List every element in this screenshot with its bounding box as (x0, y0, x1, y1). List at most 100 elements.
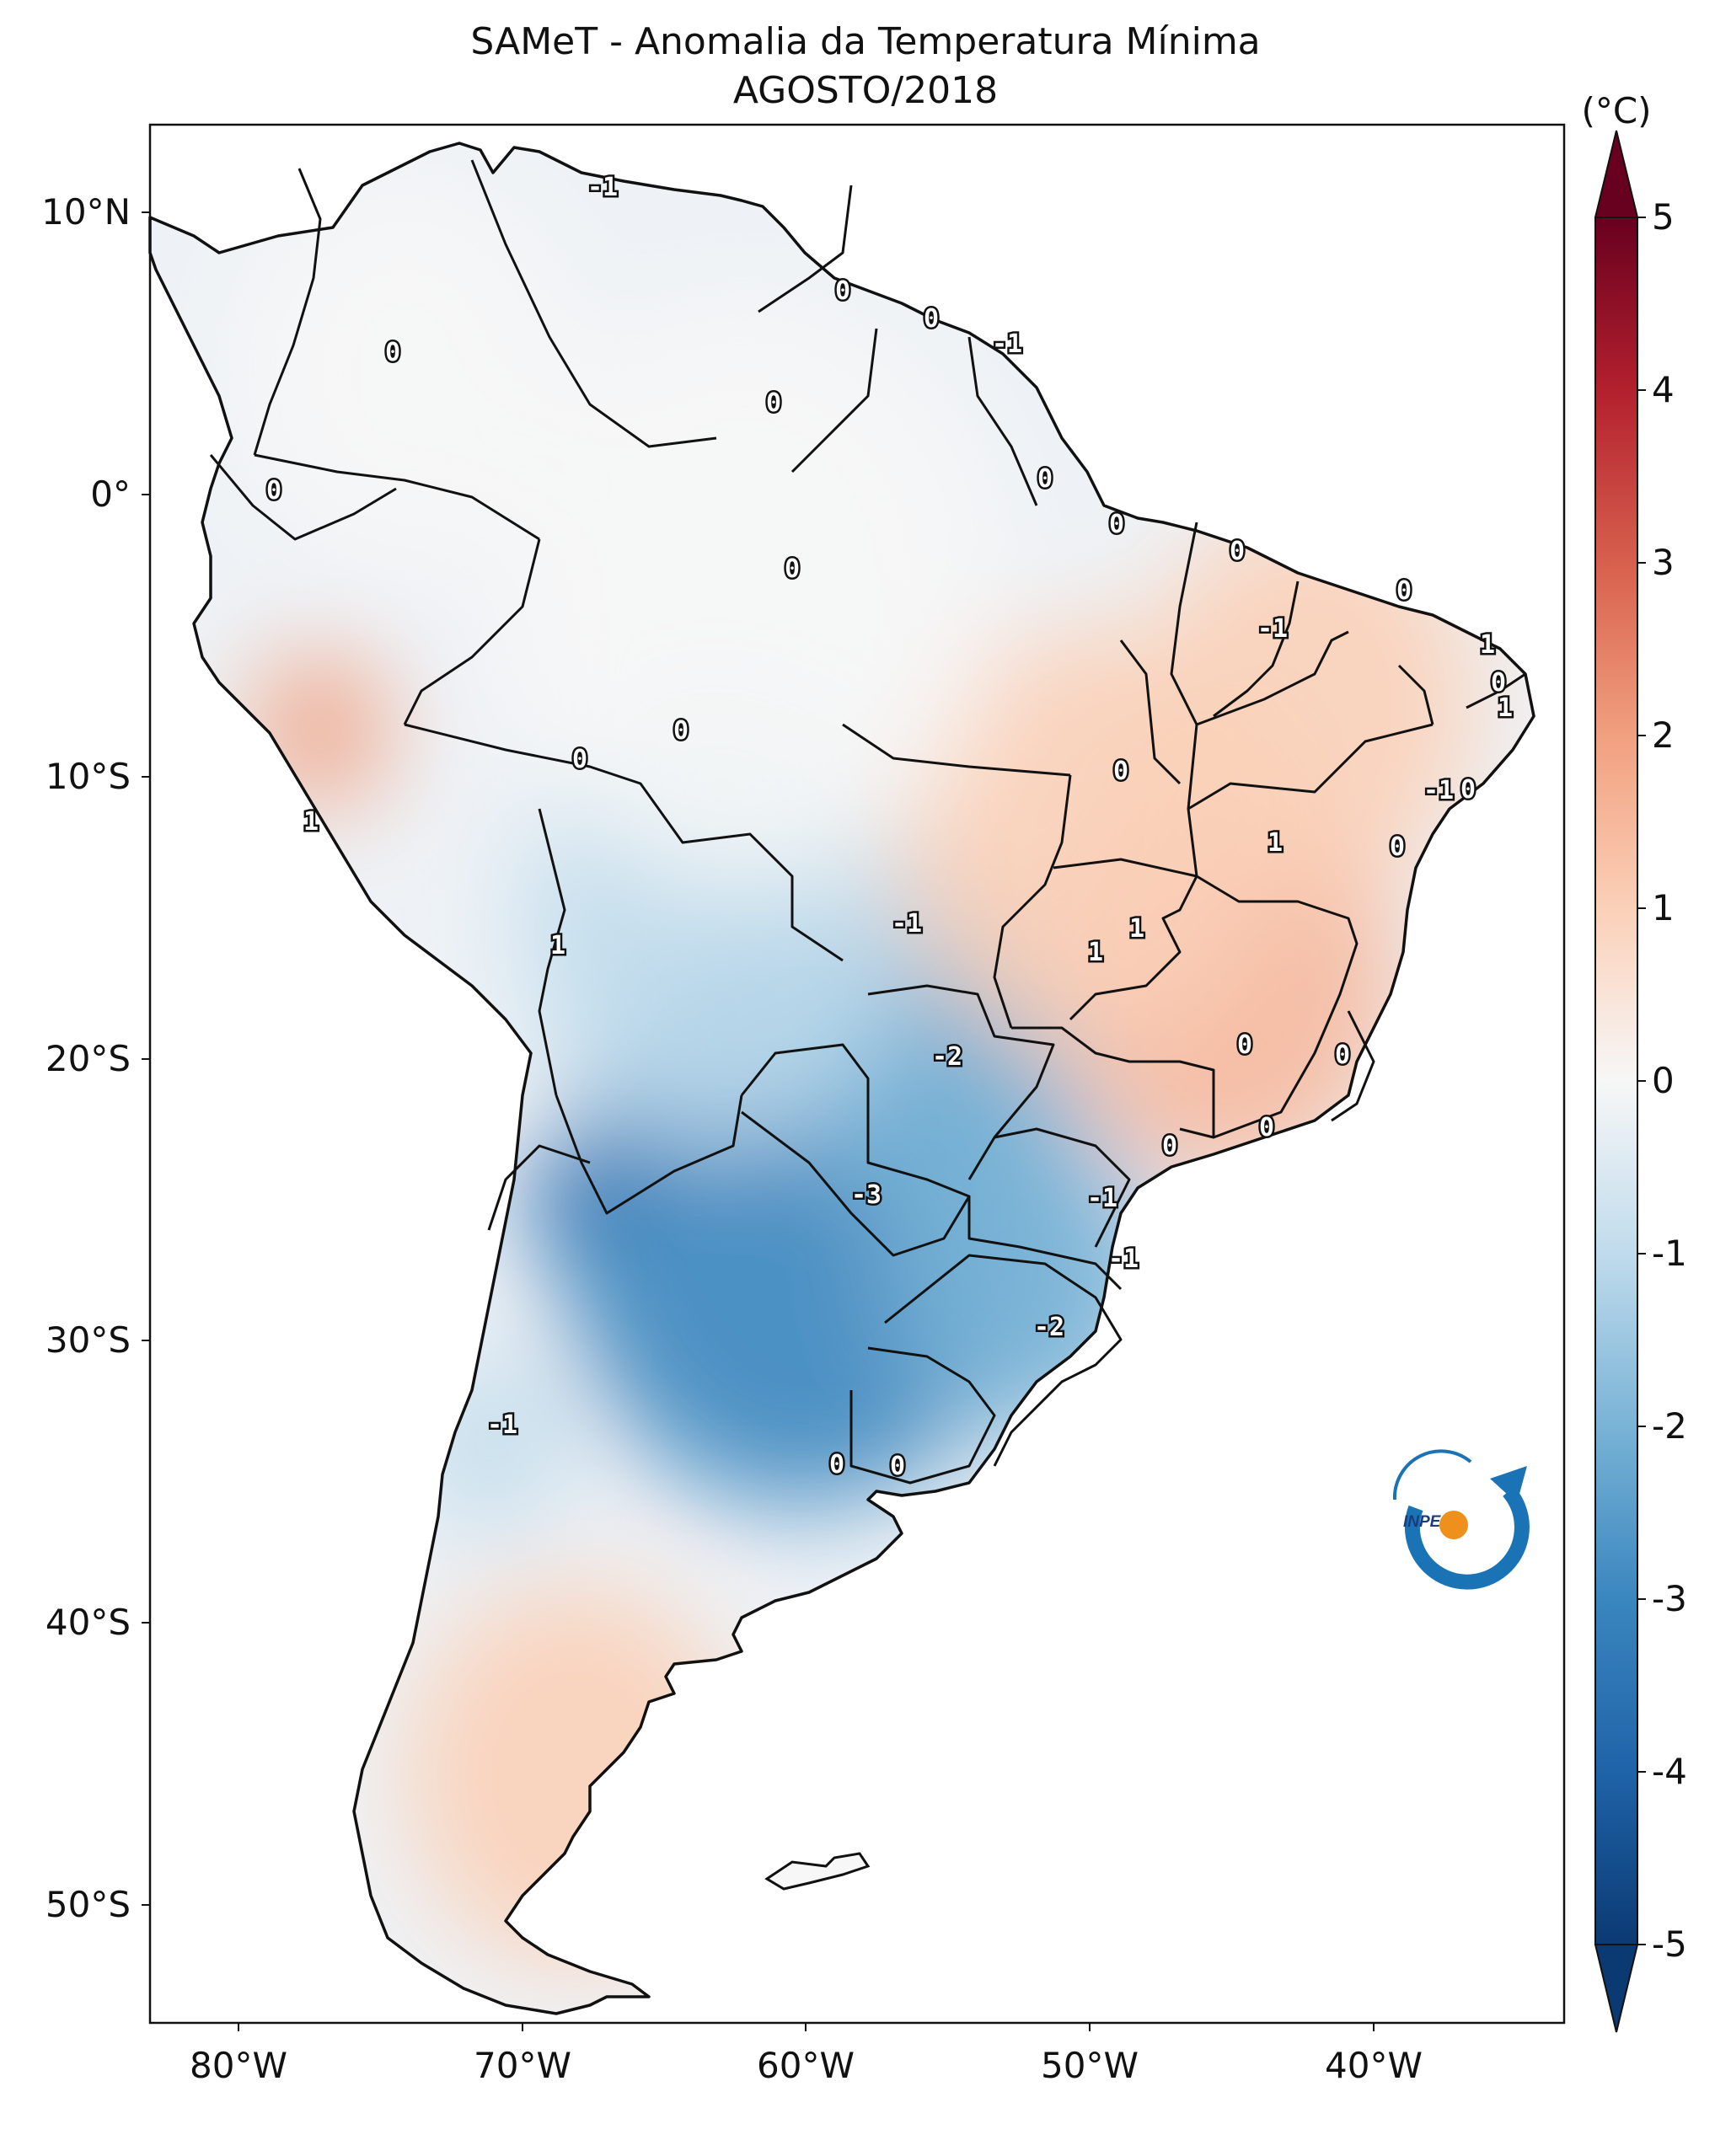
lat-label: 40°S (46, 1602, 131, 1643)
lon-label: 40°W (1325, 2045, 1423, 2086)
border-bolivia-brazil (404, 723, 844, 962)
contour-label: 0 (766, 388, 781, 418)
latitude-axis: 10°N 0° 10°S 20°S 30°S 40°S 50°S (41, 191, 150, 1925)
contour-label: 1 (1129, 914, 1144, 944)
contour-label: 1 (1498, 693, 1513, 723)
colorbar-tick-label: -4 (1652, 1751, 1687, 1792)
contour-label: 0 (835, 276, 850, 306)
contour-label: 0 (1037, 464, 1053, 494)
colorbar-tick-label: -2 (1652, 1405, 1687, 1447)
contour-label: 1 (1088, 938, 1103, 967)
longitude-axis: 80°W 70°W 60°W 50°W 40°W (190, 2023, 1423, 2086)
country-borders (209, 159, 1526, 1485)
colorbar-tick-label: -1 (1652, 1233, 1687, 1274)
colorbar-tick-label: -5 (1652, 1923, 1687, 1965)
border-venezuela-brazil (470, 159, 717, 448)
border-state-3 (1170, 522, 1198, 877)
border-rio-grande-do-sul (884, 1254, 1123, 1467)
inpe-logo-text: INPE (1403, 1513, 1442, 1531)
inpe-logo-arrow (1490, 1466, 1527, 1503)
border-state-14 (1466, 672, 1526, 709)
border-state-12 (1331, 1010, 1375, 1122)
contour-label: -1 (892, 909, 922, 939)
inpe-logo-swoosh (1405, 1486, 1530, 1590)
contour-label: 0 (1109, 510, 1124, 539)
contour-label: -1 (587, 173, 618, 202)
contour-label: -1 (487, 1410, 517, 1440)
lat-label: 20°S (46, 1038, 131, 1079)
contour-label: 1 (1480, 630, 1495, 660)
contour-label: -1 (1257, 614, 1288, 644)
contour-label: 0 (1396, 576, 1412, 606)
colorbar-lower-extend (1594, 1944, 1639, 2033)
contour-label: -2 (1034, 1313, 1064, 1342)
contour-label: 0 (785, 554, 800, 584)
contour-label: 0 (1460, 775, 1476, 805)
border-state-10 (867, 984, 1055, 1180)
colorbar-tick-label: 3 (1652, 542, 1675, 583)
colorbar: (°C) 5 4 3 2 1 0 -1 -2 -3 -4 -5 (1581, 90, 1687, 2033)
contour-label: 0 (829, 1450, 844, 1479)
border-state-1 (842, 723, 1071, 777)
contour-label: 0 (1259, 1113, 1274, 1142)
contour-label: -1 (1423, 776, 1454, 805)
lat-label: 10°N (41, 191, 131, 233)
contour-label: 0 (385, 338, 400, 367)
contour-label: 0 (924, 304, 939, 334)
colorbar-tick-label: 2 (1652, 714, 1675, 756)
inpe-logo-sun (1439, 1511, 1468, 1539)
lon-label: 50°W (1041, 2045, 1139, 2086)
border-state-5 (1213, 580, 1300, 718)
contour-label: 1 (1267, 828, 1283, 858)
colorbar-tick-label: 0 (1652, 1060, 1675, 1101)
contour-label: 0 (1162, 1131, 1177, 1161)
contour-label: 0 (890, 1452, 905, 1481)
inpe-logo: INPE (1392, 1449, 1530, 1590)
contour-label: 0 (673, 716, 689, 746)
border-state-13 (1397, 664, 1434, 725)
border-peru-brazil (403, 538, 541, 725)
colorbar-tick-label: 1 (1652, 887, 1675, 928)
colorbar-tick-label: 5 (1652, 196, 1675, 238)
map-subtitle: AGOSTO/2018 (732, 69, 999, 112)
contour-label: -1 (1087, 1184, 1117, 1213)
border-state-6 (1196, 630, 1349, 726)
lon-label: 80°W (190, 2045, 287, 2086)
contour-label: -1 (992, 329, 1022, 359)
contour-label: 0 (1237, 1030, 1252, 1060)
border-state-2 (993, 774, 1072, 1029)
colorbar-upper-extend (1594, 130, 1639, 218)
contour-label: 1 (303, 807, 319, 837)
border-suriname (790, 328, 878, 473)
contour-label: -2 (932, 1042, 962, 1072)
contour-label: 0 (1113, 757, 1128, 786)
contour-label: -3 (851, 1180, 882, 1210)
inpe-logo-orbit (1392, 1449, 1472, 1501)
colorbar-gradient (1594, 217, 1638, 1945)
border-brazil-argentina (967, 1196, 1123, 1291)
border-paraguay (740, 1043, 971, 1257)
lon-label: 60°W (757, 2045, 855, 2086)
border-guyana (758, 185, 853, 313)
map-title: SAMeT - Anomalia da Temperatura Mínima (470, 20, 1261, 63)
border-bolivia-argentina (555, 1094, 743, 1215)
border-state-11 (994, 1127, 1131, 1248)
lat-label: 50°S (46, 1884, 131, 1925)
border-colombia-venezuela (253, 168, 322, 456)
contour-label: 1 (550, 931, 565, 960)
border-colombia-brazil (254, 453, 540, 541)
falkland-islands (764, 1852, 871, 1891)
contour-label: 0 (1230, 537, 1245, 566)
lat-label: 10°S (46, 756, 131, 797)
border-french-guiana (967, 336, 1038, 506)
lon-label: 70°W (474, 2045, 571, 2086)
border-uruguay (849, 1346, 996, 1485)
border-chile-argentina-north (487, 1144, 591, 1231)
anomaly-region-andes-cold-spot (528, 1144, 621, 1251)
border-state-7 (1187, 723, 1434, 811)
lat-label: 30°S (46, 1319, 131, 1361)
contour-label: 0 (1335, 1041, 1350, 1070)
border-state-8 (1053, 858, 1198, 1021)
